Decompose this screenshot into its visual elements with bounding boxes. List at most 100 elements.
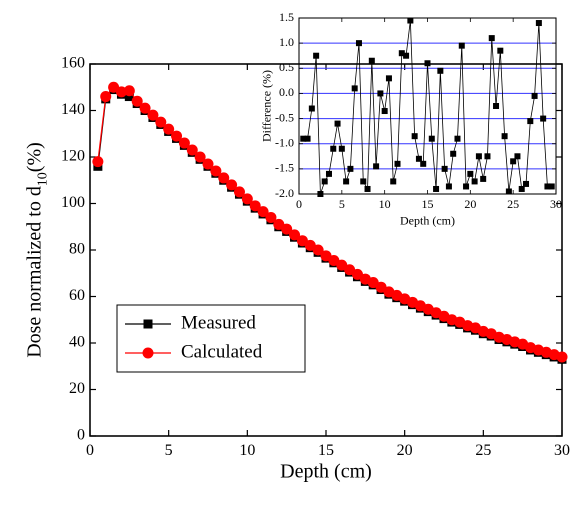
- marker: [226, 179, 238, 191]
- marker: [308, 105, 315, 112]
- marker: [471, 178, 478, 185]
- marker: [548, 183, 555, 190]
- marker: [233, 186, 245, 198]
- y-tick-label: 0.0: [279, 85, 294, 99]
- marker: [300, 135, 307, 142]
- marker: [415, 155, 422, 162]
- y-tick-label: 40: [69, 334, 85, 351]
- marker: [368, 57, 375, 64]
- marker: [420, 160, 427, 167]
- marker: [480, 175, 487, 182]
- marker: [467, 170, 474, 177]
- series-line: [303, 20, 552, 195]
- y-tick-label: 140: [61, 101, 85, 118]
- y-tick-label: 160: [61, 55, 85, 72]
- marker: [531, 92, 538, 99]
- marker: [317, 191, 324, 197]
- marker: [338, 145, 345, 152]
- y-tick-label: 1.0: [279, 35, 294, 49]
- marker: [458, 42, 465, 49]
- marker: [505, 188, 512, 195]
- marker: [343, 178, 350, 185]
- marker: [347, 165, 354, 172]
- marker: [281, 223, 293, 235]
- marker: [100, 91, 112, 103]
- marker: [424, 60, 431, 67]
- y-axis-label-part: (%): [23, 142, 45, 172]
- x-axis-label: Depth (cm): [280, 460, 372, 482]
- x-tick-label: 25: [475, 442, 491, 459]
- marker: [124, 92, 134, 102]
- marker: [501, 133, 508, 140]
- marker: [194, 151, 206, 163]
- marker: [445, 183, 452, 190]
- marker: [360, 178, 367, 185]
- marker: [321, 178, 328, 185]
- marker: [373, 163, 380, 170]
- marker: [131, 95, 143, 107]
- marker: [265, 211, 277, 223]
- marker: [510, 158, 517, 165]
- plot-frame: [298, 17, 557, 195]
- marker: [142, 347, 154, 359]
- marker: [249, 200, 261, 212]
- marker: [398, 50, 405, 57]
- y-tick-label: 0.5: [279, 60, 294, 74]
- y-tick-label: 20: [69, 380, 85, 397]
- legend-label: Calculated: [181, 341, 263, 362]
- marker: [381, 108, 388, 115]
- x-axis-label: Depth (cm): [400, 213, 455, 227]
- marker: [289, 229, 301, 241]
- marker: [514, 153, 521, 160]
- marker: [493, 103, 500, 109]
- y-axis-label: Dose normalized to d10(%): [23, 142, 50, 358]
- x-tick-label: 15: [318, 442, 334, 459]
- marker: [544, 183, 551, 190]
- marker: [433, 185, 440, 192]
- marker: [556, 351, 568, 363]
- x-tick-label: 25: [507, 197, 519, 211]
- marker: [163, 123, 175, 135]
- y-tick-label: -0.5: [275, 110, 294, 124]
- y-tick-label: 100: [61, 194, 85, 211]
- marker: [304, 135, 311, 142]
- marker: [241, 193, 253, 205]
- x-tick-label: 10: [379, 197, 391, 211]
- marker: [186, 144, 198, 156]
- y-tick-label: -1.5: [275, 161, 294, 175]
- y-tick-label: -1.0: [275, 135, 294, 149]
- marker: [535, 20, 542, 27]
- marker: [463, 183, 470, 190]
- marker: [523, 180, 530, 187]
- y-tick-label: 80: [69, 241, 85, 258]
- y-tick-label: 120: [61, 148, 85, 165]
- marker: [488, 35, 495, 42]
- y-axis-label: Difference (%): [260, 70, 274, 142]
- x-tick-label: 15: [422, 197, 434, 211]
- marker: [210, 165, 222, 177]
- marker: [178, 137, 190, 149]
- marker: [364, 185, 371, 192]
- marker: [257, 206, 269, 218]
- marker: [330, 145, 337, 152]
- marker: [428, 135, 435, 142]
- marker: [202, 158, 214, 170]
- x-tick-label: 10: [239, 442, 255, 459]
- x-tick-label: 0: [86, 442, 94, 459]
- marker: [351, 85, 358, 92]
- marker: [385, 75, 392, 82]
- y-tick-label: 0: [77, 427, 85, 444]
- marker: [484, 153, 491, 160]
- marker: [334, 120, 341, 127]
- legend-box: [116, 304, 306, 373]
- marker: [407, 17, 414, 24]
- y-tick-label: 60: [69, 287, 85, 304]
- marker: [218, 172, 230, 184]
- marker: [377, 90, 384, 97]
- marker: [450, 150, 457, 157]
- x-tick-label: 5: [339, 197, 345, 211]
- marker: [394, 160, 401, 167]
- marker: [147, 109, 159, 121]
